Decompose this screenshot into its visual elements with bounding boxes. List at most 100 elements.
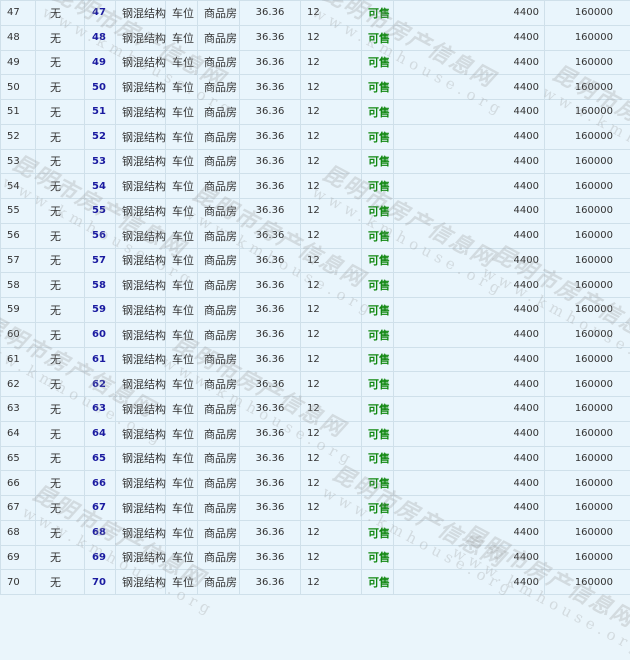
room-link[interactable]: 48 (85, 25, 116, 50)
total-price: 160000 (545, 570, 630, 595)
room-link[interactable]: 61 (85, 347, 116, 372)
usage: 商品房 (198, 397, 240, 422)
room-link[interactable]: 59 (85, 298, 116, 323)
total-price: 160000 (545, 223, 630, 248)
structure: 钢混结构 (116, 421, 166, 446)
room-link[interactable]: 65 (85, 446, 116, 471)
area: 36.36 (240, 50, 301, 75)
unit-type: 车位 (166, 471, 198, 496)
area: 36.36 (240, 25, 301, 50)
usage: 商品房 (198, 75, 240, 100)
area: 36.36 (240, 570, 301, 595)
floor-height: 12 (301, 75, 362, 100)
area: 36.36 (240, 347, 301, 372)
room-link[interactable]: 68 (85, 520, 116, 545)
unit-number: 57 (1, 248, 36, 273)
room-link[interactable]: 67 (85, 496, 116, 521)
usage: 商品房 (198, 174, 240, 199)
structure: 钢混结构 (116, 124, 166, 149)
room-link[interactable]: 55 (85, 199, 116, 224)
floor-height: 12 (301, 199, 362, 224)
room-link[interactable]: 63 (85, 397, 116, 422)
room-link[interactable]: 52 (85, 124, 116, 149)
total-price: 160000 (545, 50, 630, 75)
unit-type: 车位 (166, 50, 198, 75)
room-link[interactable]: 51 (85, 100, 116, 125)
area: 36.36 (240, 496, 301, 521)
unit-number: 62 (1, 372, 36, 397)
room-link[interactable]: 57 (85, 248, 116, 273)
unit-price: 4400 (394, 223, 545, 248)
unit-type: 车位 (166, 347, 198, 372)
area: 36.36 (240, 100, 301, 125)
unit-price: 4400 (394, 570, 545, 595)
floor-height: 12 (301, 25, 362, 50)
structure: 钢混结构 (116, 223, 166, 248)
usage: 商品房 (198, 347, 240, 372)
total-price: 160000 (545, 421, 630, 446)
usage: 商品房 (198, 199, 240, 224)
structure: 钢混结构 (116, 347, 166, 372)
floor: 无 (36, 545, 85, 570)
floor-height: 12 (301, 298, 362, 323)
floor: 无 (36, 1, 85, 26)
structure: 钢混结构 (116, 1, 166, 26)
room-link[interactable]: 64 (85, 421, 116, 446)
status-badge: 可售 (362, 496, 394, 521)
unit-type: 车位 (166, 199, 198, 224)
unit-price: 4400 (394, 174, 545, 199)
area: 36.36 (240, 446, 301, 471)
usage: 商品房 (198, 298, 240, 323)
status-badge: 可售 (362, 545, 394, 570)
status-badge: 可售 (362, 248, 394, 273)
area: 36.36 (240, 149, 301, 174)
status-badge: 可售 (362, 50, 394, 75)
floor-height: 12 (301, 50, 362, 75)
usage: 商品房 (198, 421, 240, 446)
room-link[interactable]: 66 (85, 471, 116, 496)
usage: 商品房 (198, 124, 240, 149)
unit-type: 车位 (166, 520, 198, 545)
area: 36.36 (240, 174, 301, 199)
room-link[interactable]: 60 (85, 322, 116, 347)
total-price: 160000 (545, 199, 630, 224)
room-link[interactable]: 47 (85, 1, 116, 26)
usage: 商品房 (198, 149, 240, 174)
room-link[interactable]: 54 (85, 174, 116, 199)
floor-height: 12 (301, 347, 362, 372)
room-link[interactable]: 49 (85, 50, 116, 75)
unit-number: 65 (1, 446, 36, 471)
structure: 钢混结构 (116, 322, 166, 347)
usage: 商品房 (198, 100, 240, 125)
room-link[interactable]: 58 (85, 273, 116, 298)
unit-type: 车位 (166, 545, 198, 570)
area: 36.36 (240, 545, 301, 570)
structure: 钢混结构 (116, 273, 166, 298)
area: 36.36 (240, 397, 301, 422)
area: 36.36 (240, 124, 301, 149)
unit-price: 4400 (394, 25, 545, 50)
total-price: 160000 (545, 372, 630, 397)
structure: 钢混结构 (116, 545, 166, 570)
room-link[interactable]: 69 (85, 545, 116, 570)
unit-number: 54 (1, 174, 36, 199)
room-link[interactable]: 53 (85, 149, 116, 174)
total-price: 160000 (545, 25, 630, 50)
room-link[interactable]: 50 (85, 75, 116, 100)
room-link[interactable]: 70 (85, 570, 116, 595)
room-link[interactable]: 62 (85, 372, 116, 397)
total-price: 160000 (545, 496, 630, 521)
unit-number: 70 (1, 570, 36, 595)
floor: 无 (36, 149, 85, 174)
floor: 无 (36, 471, 85, 496)
room-link[interactable]: 56 (85, 223, 116, 248)
